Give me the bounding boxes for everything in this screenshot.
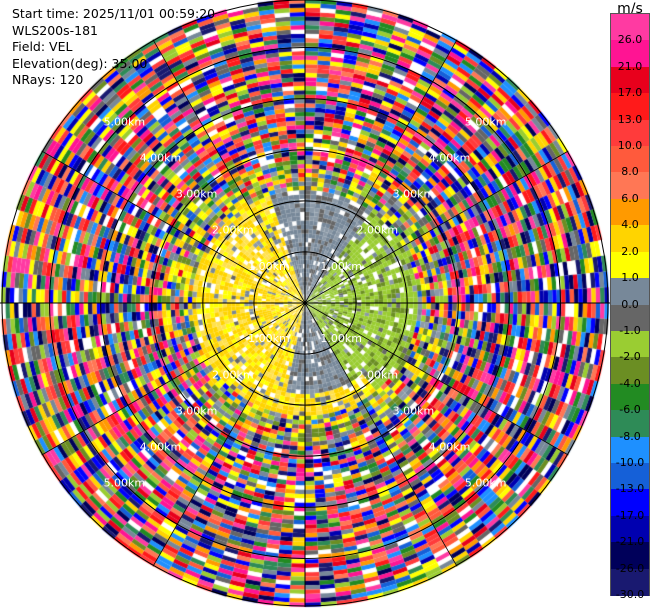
colorbar-segment <box>611 251 649 279</box>
colorbar-segment <box>611 278 649 306</box>
range-ring-label: 2.00km <box>356 224 398 237</box>
range-ring-label: 2.00km <box>212 224 254 237</box>
range-ring-label: 1.00km <box>320 332 362 345</box>
azimuth-spoke <box>304 150 569 304</box>
colorbar-tick-label: 26.0 <box>617 33 643 47</box>
colorbar-tick-label: 4.0 <box>621 218 639 232</box>
colorbar-segment <box>611 225 649 253</box>
colorbar-tick-label: 17.0 <box>617 86 643 100</box>
colorbar-segment <box>611 568 649 596</box>
range-ring-overlay: 1.00km 1.00km 1.00km 1.00km 2.00km 2.00km 2.00… <box>0 0 610 607</box>
colorbar-segment <box>611 304 649 332</box>
colorbar-tick-label: -1.0 <box>619 323 641 337</box>
elevation-text: Elevation(deg): 35.00 <box>12 55 148 71</box>
colorbar-segment <box>611 357 649 385</box>
colorbar-segment <box>611 383 649 411</box>
range-ring-label: 5.00km <box>104 115 146 128</box>
scan-info: Start time: 2025/11/01 00:59:20 WLS200s-… <box>12 6 215 89</box>
range-ring-label: 3.00km <box>176 188 218 201</box>
range-ring-label: 3.00km <box>176 404 218 417</box>
azimuth-spoke <box>41 150 306 304</box>
colorbar-tick-label: -8.0 <box>619 429 641 443</box>
field-text: Field: VEL <box>12 39 73 54</box>
colorbar-segment <box>611 119 649 147</box>
instrument-text: WLS200s-181 <box>12 22 98 38</box>
colorbar-tick-label: 13.0 <box>617 112 643 126</box>
colorbar-tick-label: -30.0 <box>615 588 645 601</box>
colorbar-tick-label: -6.0 <box>619 403 641 417</box>
range-ring-label: 4.00km <box>140 151 182 164</box>
azimuth-spoke <box>304 39 458 304</box>
azimuth-spoke <box>152 302 306 567</box>
range-ring-label: 1.00km <box>320 260 362 273</box>
colorbar-segment <box>611 66 649 94</box>
nrays-text: NRays: 120 <box>12 72 84 87</box>
azimuth-spoke <box>41 302 306 456</box>
range-ring-label: 4.00km <box>429 441 471 454</box>
start-time-text: Start time: 2025/11/01 00:59:20 <box>12 6 216 21</box>
colorbar-segment <box>611 515 649 543</box>
colorbar-segment <box>611 542 649 570</box>
range-ring-label: 1.00km <box>248 332 290 345</box>
range-ring-label: 2.00km <box>356 368 398 381</box>
colorbar-segment <box>611 462 649 490</box>
range-ring-label: 3.00km <box>393 404 435 417</box>
colorbar-tick-label: -10.0 <box>615 455 645 469</box>
colorbar-tick-label: 21.0 <box>617 59 643 73</box>
range-ring-label: 2.00km <box>212 368 254 381</box>
colorbar-segment <box>611 330 649 358</box>
colorbar-segment <box>611 93 649 121</box>
range-ring-label: 4.00km <box>429 151 471 164</box>
colorbar-segment <box>611 172 649 200</box>
range-ring-label: 1.00km <box>248 260 290 273</box>
colorbar-tick-label: -26.0 <box>615 561 645 575</box>
colorbar-tick-label: -2.0 <box>619 350 641 364</box>
colorbar-segment <box>611 410 649 438</box>
range-ring-label: 5.00km <box>104 477 146 490</box>
range-ring-label: 5.00km <box>465 477 507 490</box>
colorbar-tick-label: -21.0 <box>615 535 645 549</box>
colorbar-segment <box>611 40 649 68</box>
colorbar-segment <box>611 14 649 41</box>
azimuth-spoke <box>304 302 458 567</box>
range-ring-label: 3.00km <box>393 188 435 201</box>
colorbar-tick-label: 0.0 <box>621 297 639 311</box>
colorbar: 26.0 21.0 17.0 13.0 10.0 8.0 6.0 4.0 2.0 1.0 0.0 -1… <box>610 13 650 601</box>
colorbar-tick-label: -4.0 <box>619 376 641 390</box>
range-ring-label: 4.00km <box>140 441 182 454</box>
azimuth-spoke <box>152 39 306 304</box>
colorbar-tick-label: 8.0 <box>621 165 639 179</box>
colorbar-tick-label: 10.0 <box>617 139 643 153</box>
colorbar-segment <box>611 198 649 226</box>
colorbar-tick-label: -13.0 <box>615 482 645 496</box>
colorbar-tick-label: 2.0 <box>621 244 639 258</box>
colorbar-segment <box>611 146 649 174</box>
colorbar-tick-label: -17.0 <box>615 508 645 522</box>
colorbar-tick-label: 6.0 <box>621 191 639 205</box>
colorbar-segment <box>611 436 649 464</box>
colorbar-segment <box>611 489 649 517</box>
azimuth-spoke <box>304 302 569 456</box>
colorbar-tick-label: 1.0 <box>621 271 639 285</box>
range-ring-label: 5.00km <box>465 115 507 128</box>
